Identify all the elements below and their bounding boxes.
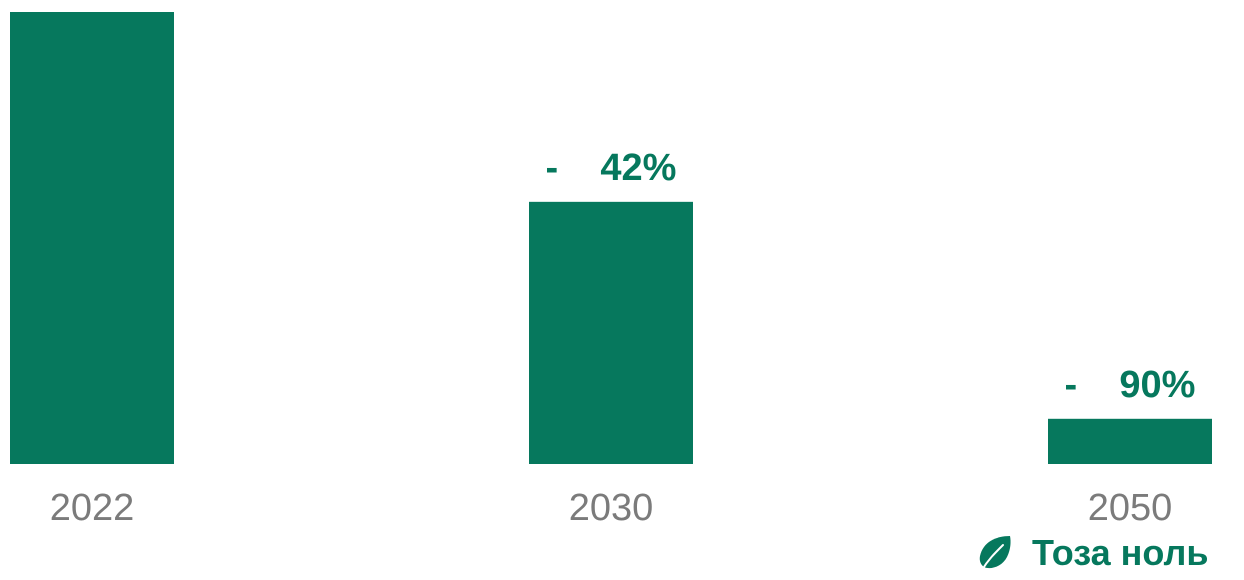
leaf-icon [979, 536, 1011, 571]
data-label-2050: - 90% [1065, 364, 1196, 406]
bar-2050 [1048, 418, 1212, 464]
net-zero-badge: Тоза ноль [974, 526, 1209, 580]
bar-2030 [529, 201, 693, 464]
bar-2022 [10, 12, 174, 464]
data-label-2030: - 42% [546, 147, 677, 189]
x-tick-label-2022: 2022 [50, 487, 135, 529]
x-tick-label-2050: 2050 [1088, 487, 1173, 529]
x-tick-label-2030: 2030 [569, 487, 654, 529]
badge-label: Тоза ноль [1032, 532, 1209, 573]
